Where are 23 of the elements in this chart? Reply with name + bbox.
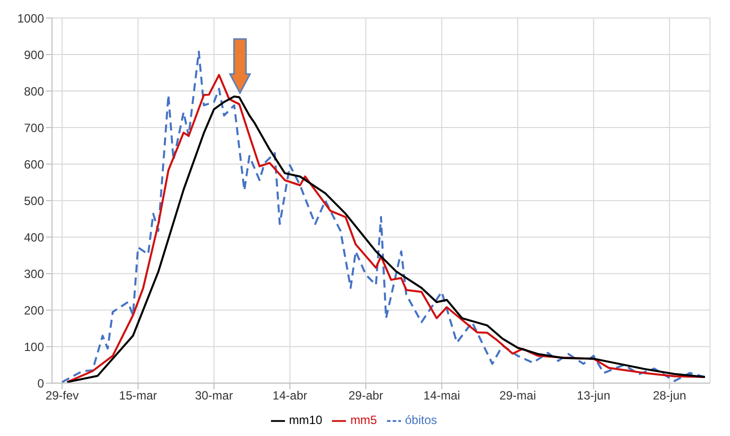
legend-label: mm10 [288,413,322,428]
y-tick-label: 1000 [17,11,44,26]
x-tick-label: 15-mar [119,388,158,403]
y-tick-label: 400 [24,230,44,244]
y-tick-label: 900 [24,48,44,62]
x-tick-label: 29-abr [348,388,384,403]
legend-label: óbitos [404,413,438,428]
legend-label: mm5 [350,413,377,428]
x-tick-label: 30-mar [194,388,233,403]
y-tick-label: 700 [24,120,44,135]
x-tick-label: 29-mai [499,388,536,403]
y-tick-label: 100 [24,340,44,354]
y-tick-label: 800 [24,84,44,98]
y-tick-label: 600 [24,157,44,172]
y-tick-label: 200 [24,303,44,318]
x-tick-label: 13-jun [576,388,610,403]
y-tick-label: 300 [24,266,44,281]
y-tick-label: 500 [24,194,44,208]
x-tick-label: 14-abr [272,388,308,403]
x-tick-label: 28-jun [652,388,686,403]
y-tick-label: 0 [37,376,44,390]
x-tick-label: 14-mai [423,388,460,403]
x-tick-label: 29-fev [45,388,79,403]
